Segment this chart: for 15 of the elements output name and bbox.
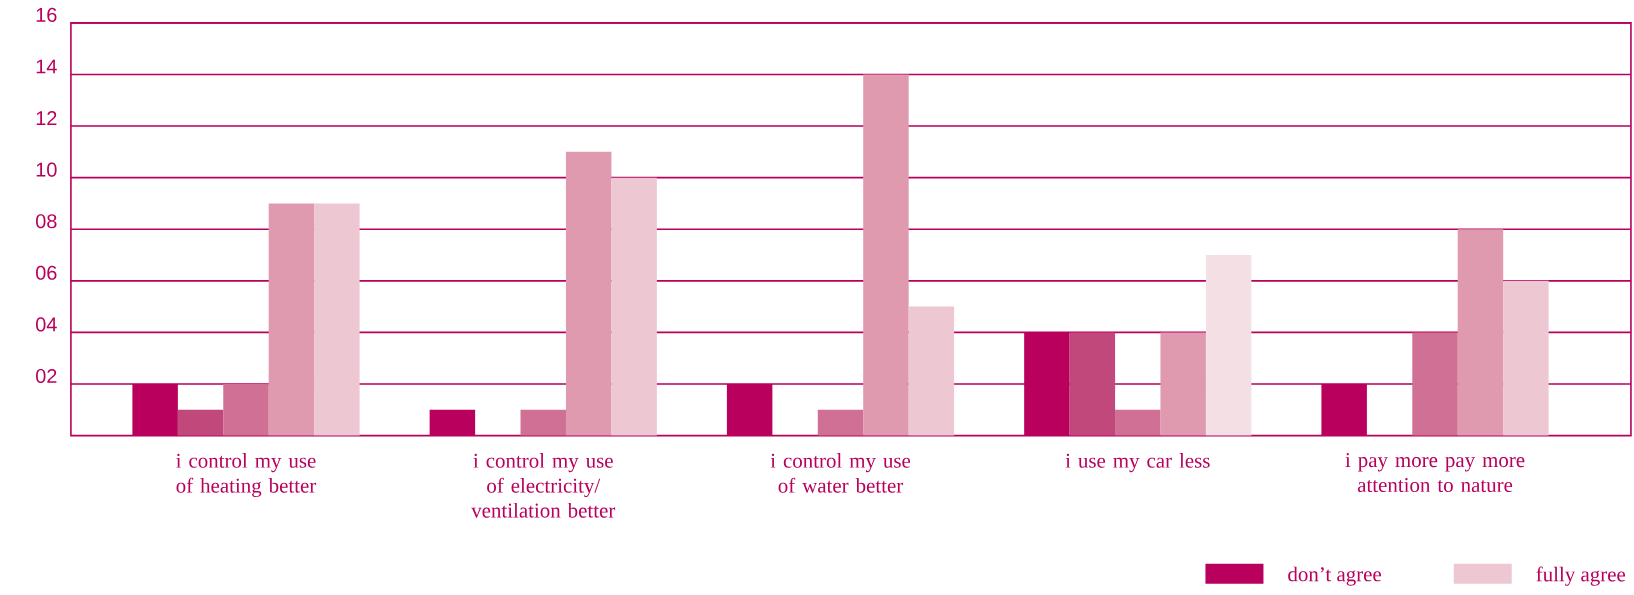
legend-label: don’t agree xyxy=(1288,566,1382,586)
x-tick-label: i use my car less xyxy=(1065,453,1210,473)
y-tick-label: 16 xyxy=(36,7,57,22)
y-tick-label: 14 xyxy=(36,59,57,74)
x-tick-label: i pay more pay more attention to nature xyxy=(1345,453,1525,493)
x-tick-label: i control my use of heating better xyxy=(176,453,317,498)
y-tick-label: 04 xyxy=(36,317,57,332)
x-tick-label: i control my use of electricity/ ventilation better xyxy=(471,453,616,518)
y-tick-label: 08 xyxy=(36,214,57,229)
y-tick-label: 02 xyxy=(36,368,57,384)
x-tick-label: i control my use of water better xyxy=(770,453,911,493)
legend-label: fully agree xyxy=(1536,566,1626,586)
y-tick-label: 12 xyxy=(36,111,57,126)
y-tick-label: 10 xyxy=(36,162,57,177)
y-tick-label: 06 xyxy=(36,265,57,280)
